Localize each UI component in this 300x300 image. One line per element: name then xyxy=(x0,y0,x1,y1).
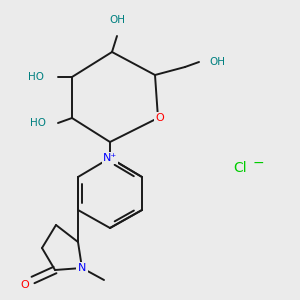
Text: N⁺: N⁺ xyxy=(103,153,117,163)
Text: OH: OH xyxy=(209,57,225,67)
Text: O: O xyxy=(156,113,164,123)
Text: O: O xyxy=(21,280,29,290)
Text: N: N xyxy=(78,263,86,273)
Text: −: − xyxy=(252,156,264,170)
Text: OH: OH xyxy=(109,15,125,25)
Text: HO: HO xyxy=(28,72,44,82)
Text: HO: HO xyxy=(30,118,46,128)
Text: Cl: Cl xyxy=(233,161,247,175)
